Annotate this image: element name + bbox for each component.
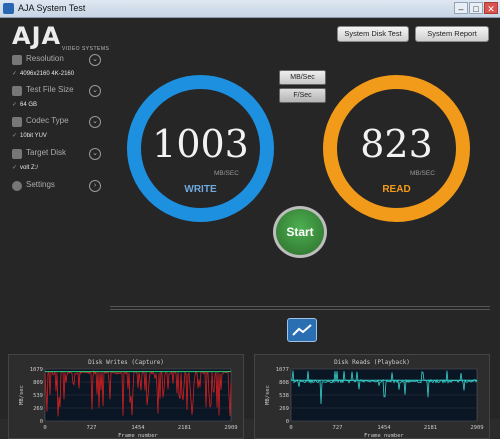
x-tick-label: 727 <box>87 425 97 431</box>
write-gauge: 1003 MB/SEC WRITE <box>127 75 274 222</box>
write-chart-panel: Disk Writes (Capture) 1079 809 539 269 0 0 727 1… <box>8 354 244 439</box>
target-disk-value: ✓ volt Z:/ <box>12 165 39 171</box>
window-controls: – □ ✕ <box>454 2 498 14</box>
sidebar-item-label: Target Disk <box>26 148 67 157</box>
fsec-toggle-button[interactable]: F/Sec <box>279 88 326 103</box>
codec-value: ✓ 10bit YUV <box>12 133 47 139</box>
read-gauge: 823 MB/SEC READ <box>323 75 470 222</box>
x-axis-label: Frame number <box>118 433 158 438</box>
chevron-down-icon[interactable]: ⌄ <box>89 116 101 128</box>
x-tick-label: 2909 <box>224 425 237 431</box>
write-value: 1003 <box>152 122 249 166</box>
x-tick-label: 2181 <box>424 425 437 431</box>
read-chart-panel: Disk Reads (Playback) 1077 808 538 269 0 0 727 1… <box>254 354 490 439</box>
line-graph-icon <box>292 324 312 336</box>
mbsec-toggle-button[interactable]: MB/Sec <box>279 70 326 85</box>
minimize-button[interactable]: – <box>454 2 468 14</box>
chevron-down-icon[interactable]: ⌄ <box>89 54 101 66</box>
chart-title: Disk Reads (Playback) <box>334 359 410 366</box>
file-size-value: ✓ 64 GB <box>12 102 38 108</box>
close-button[interactable]: ✕ <box>484 2 498 14</box>
x-axis-label: Frame number <box>364 433 404 438</box>
x-tick-label: 2181 <box>178 425 191 431</box>
start-button[interactable]: Start <box>273 206 327 258</box>
stack-icon <box>12 86 22 96</box>
y-tick-label: 538 <box>279 393 289 399</box>
system-disk-test-button[interactable]: System Disk Test <box>337 26 409 42</box>
sidebar-item-label: Resolution <box>26 54 64 63</box>
x-tick-label: 0 <box>289 425 292 431</box>
sidebar-item-label: Test File Size <box>26 85 74 94</box>
read-label: READ <box>382 184 411 195</box>
y-tick-label: 269 <box>279 406 289 412</box>
sidebar-item-settings[interactable]: Settings › <box>12 180 102 194</box>
series-line <box>44 369 232 417</box>
y-axis-label: MB/sec <box>265 385 271 405</box>
graph-toggle-button[interactable] <box>287 318 317 342</box>
y-tick-label: 539 <box>33 393 43 399</box>
title-bar: AJA System Test – □ ✕ <box>0 0 500 18</box>
window-title: AJA System Test <box>18 3 86 13</box>
y-tick-label: 809 <box>33 380 43 386</box>
chevron-down-icon[interactable]: ⌄ <box>89 85 101 97</box>
sidebar-item-resolution[interactable]: Resolution ⌄ <box>12 54 102 68</box>
x-tick-label: 0 <box>43 425 46 431</box>
y-tick-label: 1077 <box>276 367 289 373</box>
sidebar-item-file-size[interactable]: Test File Size ⌄ <box>12 85 102 99</box>
y-tick-label: 1079 <box>30 367 43 373</box>
divider <box>110 306 490 307</box>
app-window: AJA VIDEO SYSTEMS Resolution ⌄ ✓ 4096x216… <box>0 18 500 439</box>
chevron-down-icon[interactable]: ⌄ <box>89 148 101 160</box>
sidebar-item-target-disk[interactable]: Target Disk ⌄ <box>12 148 102 162</box>
resolution-value: ✓ 4096x2160 4K-2160 <box>12 71 75 77</box>
y-tick-label: 269 <box>33 406 43 412</box>
read-unit: MB/SEC <box>410 170 435 177</box>
logo-word: AJA <box>12 22 62 50</box>
system-report-button[interactable]: System Report <box>415 26 489 42</box>
x-tick-label: 1454 <box>377 425 391 431</box>
app-icon <box>3 3 14 14</box>
aja-logo: AJA VIDEO SYSTEMS <box>12 22 109 52</box>
film-icon <box>12 117 22 127</box>
sidebar-item-codec[interactable]: Codec Type ⌄ <box>12 116 102 130</box>
divider <box>110 309 490 310</box>
x-tick-label: 1454 <box>131 425 145 431</box>
x-tick-label: 727 <box>333 425 343 431</box>
write-label: WRITE <box>184 184 217 195</box>
y-axis-label: MB/sec <box>19 385 25 405</box>
chevron-right-icon[interactable]: › <box>89 180 101 192</box>
maximize-button[interactable]: □ <box>469 2 483 14</box>
gear-icon <box>12 181 22 191</box>
sidebar-item-label: Codec Type <box>26 116 69 125</box>
logo-subtitle: VIDEO SYSTEMS <box>62 46 110 52</box>
series-line <box>290 370 478 405</box>
disk-icon <box>12 149 22 159</box>
read-value: 823 <box>360 122 433 166</box>
x-tick-label: 2909 <box>470 425 483 431</box>
write-unit: MB/SEC <box>214 170 239 177</box>
y-tick-label: 808 <box>279 380 289 386</box>
resolution-icon <box>12 55 22 65</box>
chart-title: Disk Writes (Capture) <box>88 359 164 366</box>
sidebar-item-label: Settings <box>26 180 55 189</box>
